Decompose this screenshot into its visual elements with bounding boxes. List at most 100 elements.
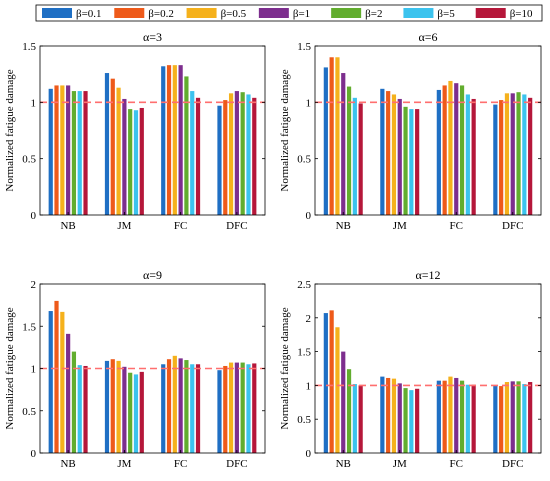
bar-nb-series-3	[60, 311, 65, 453]
bar-dfc-series-1	[217, 105, 222, 215]
bar-nb-series-7	[358, 385, 363, 453]
legend-entry-5: β=2	[331, 8, 382, 20]
y-tick-label: 1	[306, 380, 312, 392]
legend-entry-1: β=0.1	[42, 8, 102, 20]
bar-fc-series-1	[436, 380, 441, 453]
bar-jm-series-6	[133, 374, 139, 453]
bar-jm-series-6	[133, 110, 139, 215]
bar-fc-series-6	[190, 91, 195, 215]
bar-fc-series-7	[195, 364, 201, 453]
y-tick-label: 0	[31, 210, 37, 222]
bar-nb-series-7	[358, 103, 363, 215]
bar-fc-series-7	[471, 384, 476, 453]
bar-dfc-series-2	[223, 100, 228, 215]
panel-title: α=3	[143, 30, 162, 44]
legend-label: β=0.2	[148, 8, 174, 20]
bar-jm-series-1	[380, 376, 385, 453]
bar-nb-series-4	[66, 333, 71, 453]
bar-dfc-series-6	[246, 364, 251, 453]
y-tick-label: 1	[31, 364, 37, 376]
x-tick-label-jm: JM	[117, 458, 131, 470]
y-tick-label: 1.5	[22, 41, 36, 53]
bar-dfc-series-3	[504, 93, 510, 215]
bar-nb-series-1	[323, 313, 328, 453]
bar-fc-series-4	[454, 377, 459, 453]
bar-jm-series-3	[116, 87, 121, 215]
panel-title: α=9	[143, 268, 162, 282]
bar-fc-series-6	[190, 364, 195, 453]
legend-swatch	[403, 8, 434, 18]
y-axis-label: Normalized fatigue damage	[4, 307, 16, 429]
y-tick-label: 0.5	[22, 154, 36, 166]
bar-jm-series-4	[397, 383, 402, 453]
bar-dfc-series-7	[528, 382, 533, 453]
y-tick-label: 2	[31, 279, 37, 291]
bar-fc-series-7	[195, 97, 201, 215]
bar-jm-series-1	[380, 88, 385, 215]
bar-dfc-series-5	[240, 362, 245, 453]
bar-jm-series-5	[128, 109, 133, 215]
bar-fc-series-1	[161, 364, 166, 453]
x-tick-label-fc: FC	[174, 220, 187, 232]
bar-nb-series-1	[323, 67, 328, 215]
legend-entry-4: β=1	[258, 8, 310, 20]
bar-dfc-series-3	[228, 362, 234, 453]
legend-label: β=0.5	[221, 8, 247, 20]
y-tick-label: 2	[306, 313, 312, 325]
legend-label: β=5	[437, 8, 455, 20]
bar-dfc-series-4	[234, 362, 239, 453]
bar-jm-series-1	[104, 360, 110, 453]
bar-fc-series-3	[172, 355, 177, 453]
axes-frame	[314, 45, 542, 216]
bar-fc-series-5	[184, 360, 189, 453]
legend: β=0.1 β=0.2 β=0.5 β=1 β=2 β=5 β=10	[35, 4, 543, 22]
bar-dfc-series-5	[516, 92, 521, 215]
y-tick-label: 1.5	[22, 321, 36, 333]
legend-entry-2: β=0.2	[114, 8, 174, 20]
bar-jm-series-2	[386, 377, 391, 453]
bar-nb-series-7	[83, 91, 88, 215]
legend-label: β=1	[293, 8, 310, 20]
panel-title: α=12	[415, 268, 440, 282]
legend-swatch	[42, 8, 72, 18]
bar-jm-series-5	[403, 106, 408, 215]
legend-label: β=2	[365, 8, 382, 20]
bar-jm-series-2	[110, 359, 115, 453]
bar-nb-series-4	[66, 85, 71, 216]
chart-panel-3: 0 0.5 1 1.5 2 NB JM FC DFC α=9 Normalized fatigue …	[4, 268, 266, 470]
bar-nb-series-6	[77, 91, 82, 215]
bar-dfc-series-1	[493, 104, 498, 215]
bar-fc-series-6	[465, 94, 470, 215]
bar-fc-series-2	[166, 359, 172, 453]
bar-dfc-series-7	[252, 97, 257, 215]
bar-nb-series-6	[352, 97, 357, 215]
y-tick-label: 0.5	[22, 406, 36, 418]
bar-fc-series-1	[161, 66, 166, 215]
bar-nb-series-5	[71, 351, 77, 453]
bar-dfc-series-7	[252, 363, 257, 453]
axes-frame	[39, 45, 266, 216]
x-tick-label-nb: NB	[60, 458, 75, 470]
y-tick-label: 0	[306, 210, 312, 222]
legend-label: β=10	[510, 8, 533, 20]
panels: 0 0.5 1 1.5 NB JM FC DFC α=3 Normalized fatigue d…	[4, 30, 542, 470]
y-tick-label: 1.5	[297, 347, 311, 359]
bar-nb-series-6	[77, 365, 82, 453]
bar-nb-series-2	[329, 310, 334, 453]
bar-fc-series-3	[172, 65, 177, 216]
bar-dfc-series-4	[510, 93, 515, 215]
x-tick-label-dfc: DFC	[502, 458, 523, 470]
bar-dfc-series-7	[528, 97, 533, 215]
bar-jm-series-1	[104, 73, 110, 215]
bar-fc-series-5	[459, 380, 465, 453]
bar-nb-series-5	[346, 86, 352, 215]
x-tick-label-nb: NB	[336, 458, 351, 470]
bar-dfc-series-4	[234, 91, 239, 215]
bar-jm-series-3	[391, 378, 397, 453]
legend-entry-6: β=5	[403, 8, 455, 20]
bar-jm-series-3	[391, 94, 397, 215]
bar-nb-series-7	[83, 365, 88, 453]
legend-swatch	[258, 8, 289, 18]
bars	[48, 65, 257, 216]
